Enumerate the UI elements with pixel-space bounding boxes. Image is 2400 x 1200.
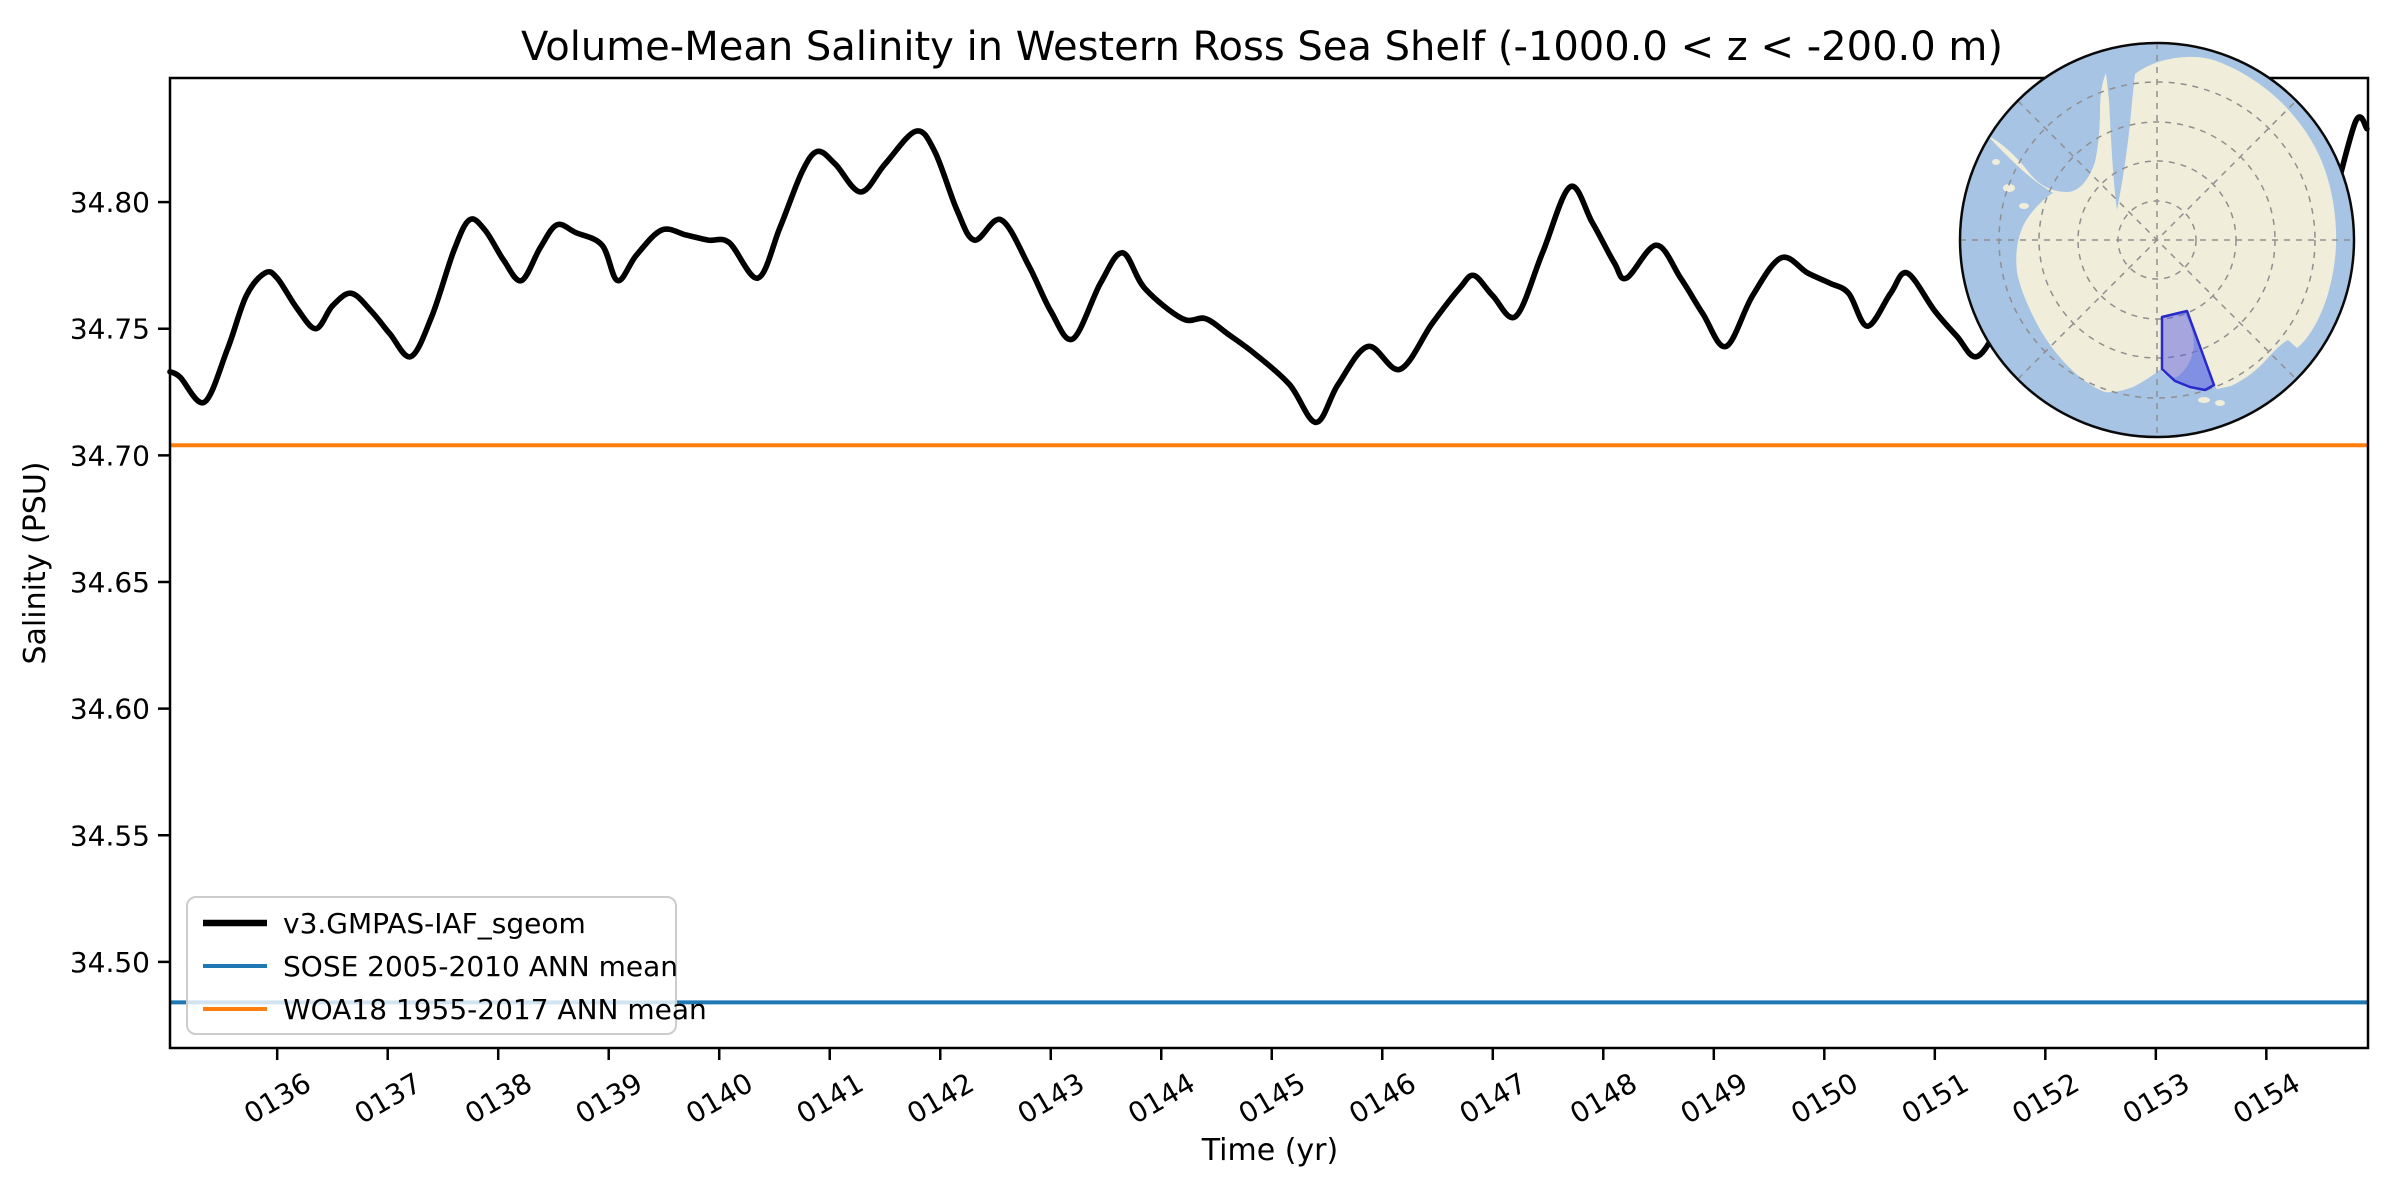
y-tick-label: 34.55 bbox=[70, 819, 150, 852]
x-tick-label: 0145 bbox=[1233, 1066, 1311, 1130]
x-tick-label: 0149 bbox=[1675, 1066, 1753, 1130]
y-tick-label: 34.50 bbox=[70, 946, 150, 979]
x-tick-label: 0137 bbox=[349, 1066, 427, 1130]
model-salinity-curve bbox=[167, 114, 2370, 426]
legend-box bbox=[186, 896, 677, 1035]
x-tick-label: 0154 bbox=[2227, 1066, 2305, 1130]
antarctica-inset-map bbox=[1958, 41, 2356, 439]
x-tick-label: 0146 bbox=[1343, 1066, 1421, 1130]
legend-entry-label: WOA18 1955-2017 ANN mean bbox=[283, 993, 707, 1026]
x-tick-label: 0152 bbox=[2006, 1066, 2084, 1130]
chart-title: Volume-Mean Salinity in Western Ross Sea… bbox=[521, 24, 2003, 70]
x-axis-label: Time (yr) bbox=[1201, 1133, 1338, 1168]
inset-highlight-region bbox=[2160, 309, 2216, 392]
inset-map-outline bbox=[1958, 41, 2356, 439]
y-axis-ticks: 34.50 34.55 34.60 34.65 34.70 34.75 34.80 bbox=[70, 186, 170, 979]
x-tick-label: 0153 bbox=[2117, 1066, 2195, 1130]
y-tick-label: 34.65 bbox=[70, 566, 150, 599]
axes-frame bbox=[168, 76, 2370, 1050]
y-tick-label: 34.80 bbox=[70, 186, 150, 219]
legend-entry-label: SOSE 2005-2010 ANN mean bbox=[283, 950, 678, 983]
x-tick-label: 0138 bbox=[459, 1066, 537, 1130]
legend: v3.GMPAS-IAF_sgeom SOSE 2005-2010 ANN mea… bbox=[186, 896, 707, 1035]
x-tick-label: 0140 bbox=[680, 1066, 758, 1130]
y-axis-label: Salinity (PSU) bbox=[18, 462, 53, 665]
y-tick-label: 34.60 bbox=[70, 693, 150, 726]
x-axis-ticks: 0136 0137 0138 0139 0140 0141 0142 0143 0144 0145… bbox=[238, 1048, 2306, 1131]
y-tick-label: 34.70 bbox=[70, 439, 150, 472]
x-tick-label: 0148 bbox=[1564, 1066, 1642, 1130]
x-tick-label: 0139 bbox=[570, 1066, 648, 1130]
x-tick-label: 0147 bbox=[1454, 1066, 1532, 1130]
x-tick-label: 0143 bbox=[1012, 1066, 1090, 1130]
x-tick-label: 0151 bbox=[1896, 1066, 1974, 1130]
x-tick-label: 0144 bbox=[1122, 1066, 1200, 1130]
x-tick-label: 0142 bbox=[901, 1066, 979, 1130]
legend-entry-label: v3.GMPAS-IAF_sgeom bbox=[283, 907, 586, 940]
x-tick-label: 0141 bbox=[791, 1066, 869, 1130]
inset-graticule bbox=[1961, 44, 2353, 436]
x-tick-label: 0136 bbox=[238, 1066, 316, 1130]
y-tick-label: 34.75 bbox=[70, 313, 150, 346]
x-tick-label: 0150 bbox=[1785, 1066, 1863, 1130]
